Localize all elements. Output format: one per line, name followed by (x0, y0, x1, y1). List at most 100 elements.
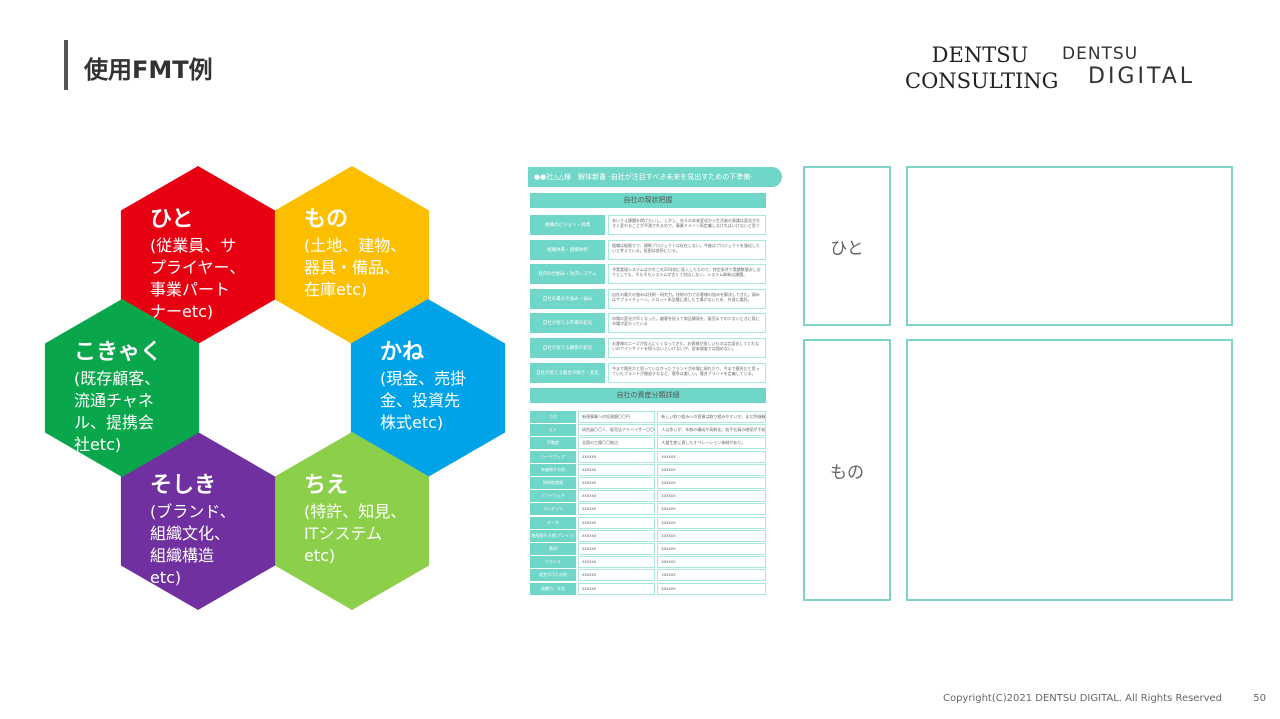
hexagon-line: ITシステム (304, 524, 383, 543)
doc-row-value: 組織は縦割りで、横断プロジェクトは存在しない。今後はプロジェクトを強化したいと考… (608, 239, 766, 260)
doc-section-title: 自社の資産分類詳細 (530, 388, 766, 403)
doc-asset-row: 組織力・文化 xxxxxx xxxxxx (530, 582, 766, 595)
doc-row-label: ヒト (530, 424, 576, 437)
doc-asset-row: 経営不可その他 xxxxxx xxxxxx (530, 569, 766, 582)
doc-row-value: xxxxxx (578, 556, 656, 569)
hexagon-title: かね (380, 340, 425, 365)
doc-row-value: xxxxxx (578, 503, 656, 516)
doc-row: 自社の最大の強み・弱み 自社の最大の強みは技術・研究力。技術の力でお客様の悩みを解… (530, 288, 766, 309)
page-number: 50 (1253, 693, 1266, 704)
doc-row-value: xxxxxx (578, 529, 656, 542)
hexagon-line: etc) (304, 546, 336, 565)
hexagon-line: 器具・備品、 (304, 258, 401, 277)
hexagon-label: ちえ (特許、知見、 ITシステム etc) (304, 471, 406, 567)
label-cell-hito: ひと (803, 166, 891, 326)
logo-line: DENTSU (931, 43, 1029, 67)
hexagon-0 (120, 166, 276, 344)
doc-row-note: xxxxxx (657, 463, 766, 476)
doc-row-label: 有価物その他 (530, 463, 576, 476)
doc-asset-row: ブランド xxxxxx xxxxxx (530, 556, 766, 569)
row-label: もの (830, 462, 864, 483)
doc-row-label: 不動産 (530, 437, 576, 450)
hexagon-line: 社etc) (74, 435, 122, 454)
doc-asset-row: データ xxxxxx xxxxxx (530, 516, 766, 529)
doc-row-label: ソフトウェア (530, 490, 576, 503)
hexagon-title: ひと (150, 207, 194, 232)
hexagon-line: (特許、知見、 (304, 502, 407, 521)
doc-row-note: xxxxxx (657, 503, 766, 516)
content-cell-hito[interactable] (906, 166, 1233, 326)
doc-row-note: xxxxxx (657, 477, 766, 489)
doc-row-value: あいうえ課題を掲げたいし、しかし、先々の未来変化から生活者の意識は変化が大きく変… (608, 215, 766, 235)
doc-row-note: xxxxxx (657, 582, 766, 595)
copyright: Copyright(C)2021 DENTSU DIGITAL. All Rig… (942, 693, 1222, 704)
hexagon-5 (44, 299, 200, 477)
hexagon-label: かね (現金、売掛 金、投資先株式etc) (380, 338, 466, 434)
logo-line: DIGITAL (1088, 64, 1196, 89)
doc-row-note: xxxxxx (657, 569, 766, 582)
hexagon-line: ル、提携会 (74, 413, 155, 432)
doc-asset-row: ヒト 研究員〇〇人、販売店アドバイザー〇〇人 人は多いが、年齢の構成が高齢化。若手社… (530, 424, 766, 437)
dentsu-digital-logo: DENTSU DIGITAL (1062, 44, 1195, 89)
hexagon-label: こきゃく (既存顧客、 流通チャネ ル、提携会 社etc) (74, 338, 162, 456)
doc-row-value: 新規事業への投資額〇〇円 (578, 411, 656, 423)
hexagon-line: 金、投資先 (380, 391, 461, 410)
doc-row-label: コンテンツ (530, 503, 576, 516)
doc-row-label: 無形物その他(ブレイン) (530, 529, 576, 542)
doc-row-value: xxxxxx (578, 450, 656, 463)
doc-row-value: xxxxxx (578, 582, 656, 595)
doc-row-label: ハードウェア (530, 450, 576, 463)
doc-row-label: 素材 (530, 543, 576, 555)
doc-asset-row: 素材 xxxxxx xxxxxx (530, 543, 766, 555)
hexagon-line: (土地、建物、 (304, 236, 407, 255)
hexagon-line: ナーetc) (150, 302, 214, 321)
hexagon-1 (274, 166, 430, 344)
hexagon-title: ちえ (304, 473, 349, 498)
doc-row-note: xxxxxx (657, 543, 766, 555)
doc-row: 自社が捉える顧客の変化 お客様のニーズが見えにくくなってきた。お客様が欲しいものは… (530, 338, 766, 358)
doc-row-label: 自社の最大の強み・弱み (530, 288, 605, 309)
hexagon-label: ひと (従業員、サ プライヤー、 事業パート ナーetc) (150, 205, 245, 323)
doc-asset-row: 知的財産権 xxxxxx xxxxxx (530, 477, 766, 489)
hexagon-line: 流通チャネ (74, 391, 154, 410)
hexagon-line: 株式etc) (380, 413, 444, 432)
doc-row-note: 大量生産に適したオペレーション体制があり。 (657, 437, 766, 450)
doc-row-note: xxxxxx (657, 450, 766, 463)
hexagon-title: こきゃく (74, 340, 163, 365)
hexagon-line: プライヤー、 (150, 258, 246, 277)
doc-row-label: 社内の仕組み・社内システム (530, 264, 605, 285)
doc-row-value: xxxxxx (578, 477, 656, 489)
doc-row-note: xxxxxx (657, 556, 766, 569)
doc-row-value: 市場の変化が早くなった。顧客を捉えて商品開発を、販売までの少ないときに既に市場が… (608, 313, 766, 334)
dentsu-consulting-logo: DENTSU CONSULTING (905, 42, 1058, 94)
logo-line: DENTSU (1062, 44, 1139, 64)
doc-row-value: xxxxxx (578, 543, 656, 555)
hexagon-line: (現金、売掛 (380, 369, 467, 388)
document-thumbnail: ●●社△△様 解体新書 -自社が注目すべき未来を見出すための下準備- 自社の現状… (528, 167, 782, 599)
doc-row-label: データ (530, 516, 576, 529)
doc-row: 組織のビジョン・目標 あいうえ課題を掲げたいし、しかし、先々の未来変化から生活者の… (530, 215, 766, 235)
doc-asset-row: ソフトウェア xxxxxx xxxxxx (530, 490, 766, 503)
doc-row-label: 知的財産権 (530, 477, 576, 489)
doc-row-label: 組織のビジョン・目標 (530, 215, 605, 235)
hexagon-line: 組織文化、 (150, 524, 231, 543)
doc-asset-row: 不動産 全国の工場〇〇拠点 大量生産に適したオペレーション体制があり。 (530, 437, 766, 450)
doc-row: 組織体系・組織体制 組織は縦割りで、横断プロジェクトは存在しない。今後はプロジェク… (530, 239, 766, 260)
doc-row-note: 人は多いが、年齢の構成が高齢化。若手社員の確保が不安 (657, 424, 766, 437)
doc-row-label: 経営不可その他 (530, 569, 576, 582)
hexagon-label: もの (土地、建物、 器具・備品、 在庫etc) (304, 205, 406, 301)
hexagon-title: もの (304, 207, 349, 232)
doc-row-label: 自社が捉える顧客の変化 (530, 338, 605, 358)
page-title: 使用FMT例 (84, 56, 213, 84)
hexagon-2 (350, 299, 506, 477)
doc-asset-row: 有価物その他 xxxxxx xxxxxx (530, 463, 766, 476)
content-cell-mono[interactable] (906, 339, 1233, 601)
doc-asset-row: コンテンツ xxxxxx xxxxxx (530, 503, 766, 516)
doc-row-value: xxxxxx (578, 569, 656, 582)
doc-row-value: xxxxxx (578, 490, 656, 503)
doc-row: 社内の仕組み・社内システム 予実管理システムはかれこれ20年前に導入したもので、特… (530, 264, 766, 285)
hexagon-3 (274, 432, 430, 610)
doc-row-label: 自社が捉える市場の変化 (530, 313, 605, 334)
hexagon-line: (ブランド、 (150, 502, 236, 521)
